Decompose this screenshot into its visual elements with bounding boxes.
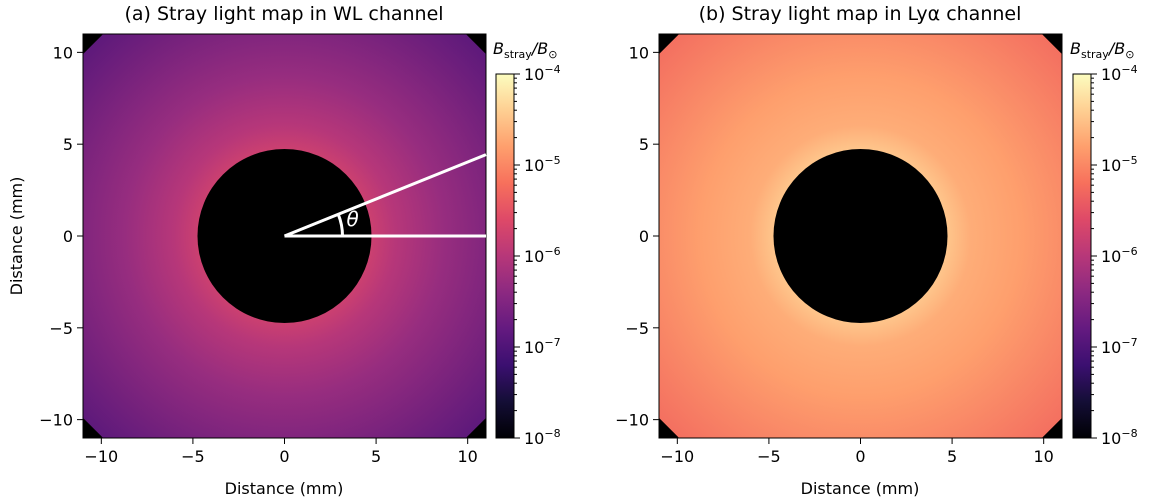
x-tick-label: 0 <box>855 447 865 466</box>
panel-a-y-axis-label: Distance (mm) <box>7 177 26 296</box>
colorbar-tick-label: 10−8 <box>1101 427 1138 448</box>
x-tick-label: 5 <box>371 447 381 466</box>
panel-a-x-axis: −10 −5 0 5 10 <box>84 438 478 466</box>
panel-b: (b) Stray light map in Lyα channel −10 −5… <box>615 3 1137 498</box>
y-tick-label: 5 <box>639 135 649 154</box>
x-tick-label: 10 <box>458 447 478 466</box>
panel-b-colorbar-gradient <box>1072 73 1092 439</box>
y-tick-label: −5 <box>625 319 649 338</box>
colorbar-label-stray: stray <box>504 48 532 61</box>
colorbar-tick-base: 10 <box>1101 156 1121 175</box>
panel-a: (a) Stray light map in WL channel θ −10−… <box>7 3 561 498</box>
panel-b-x-axis-label: Distance (mm) <box>801 479 920 498</box>
panel-a-title: (a) Stray light map in WL channel <box>124 3 443 25</box>
panel-a-angle-annotation: θ <box>283 153 487 238</box>
panel-a-angle-arc <box>336 213 344 237</box>
panel-a-colorbar: Bstray/B⊙ 10−410−510−610−710−8 <box>493 39 561 448</box>
colorbar-tick-base: 10 <box>1101 429 1121 448</box>
colorbar-tick-exponent: −6 <box>1121 245 1137 258</box>
x-tick-label: −5 <box>757 447 781 466</box>
y-tick-label: 10 <box>53 43 73 62</box>
panel-b-colorbar-label: Bstray/B⊙ <box>1070 39 1134 61</box>
colorbar-tick-exponent: −8 <box>1121 427 1137 440</box>
colorbar-tick-exponent: −5 <box>544 154 560 167</box>
panel-a-angle-ray <box>283 153 487 238</box>
panel-a-colorbar-gradient <box>495 73 515 439</box>
colorbar-tick-label: 10−7 <box>1101 336 1138 357</box>
panel-a-x-axis-label: Distance (mm) <box>225 479 344 498</box>
colorbar-label-over-b: /B <box>1107 39 1125 58</box>
x-tick-label: 0 <box>279 447 289 466</box>
colorbar-tick-label: 10−8 <box>524 427 561 448</box>
y-tick-label: −10 <box>615 411 649 430</box>
colorbar-tick-exponent: −5 <box>1121 154 1137 167</box>
colorbar-tick-base: 10 <box>1101 338 1121 357</box>
colorbar-tick-base: 10 <box>524 65 544 84</box>
panel-b-y-axis: −10 −5 0 5 10 <box>615 43 659 430</box>
y-tick-label: 10 <box>629 43 649 62</box>
colorbar-label-sun: ⊙ <box>1125 48 1134 61</box>
panel-b-colorbar: Bstray/B⊙ 10−410−510−610−710−8 <box>1070 39 1138 448</box>
x-tick-label: −5 <box>181 447 205 466</box>
y-tick-label: −5 <box>49 319 73 338</box>
panel-b-title: (b) Stray light map in Lyα channel <box>699 3 1022 25</box>
colorbar-tick-label: 10−7 <box>524 336 561 357</box>
colorbar-tick-base: 10 <box>524 429 544 448</box>
colorbar-tick-base: 10 <box>524 156 544 175</box>
colorbar-tick-exponent: −8 <box>544 427 560 440</box>
panel-b-x-axis: −10 −5 0 5 10 <box>660 438 1054 466</box>
colorbar-tick-base: 10 <box>524 338 544 357</box>
x-tick-label: 10 <box>1034 447 1054 466</box>
y-tick-label: 5 <box>63 135 73 154</box>
colorbar-label-sun: ⊙ <box>548 48 557 61</box>
y-tick-label: 0 <box>639 227 649 246</box>
colorbar-tick-label: 10−5 <box>524 154 561 175</box>
colorbar-tick-exponent: −4 <box>1121 63 1137 76</box>
colorbar-tick-label: 10−6 <box>524 245 561 266</box>
panel-b-colorbar-ticks: 10−410−510−610−710−8 <box>1091 63 1138 448</box>
panel-a-y-axis: −10 −5 0 5 10 <box>39 43 83 430</box>
y-tick-label: 0 <box>63 227 73 246</box>
colorbar-tick-label: 10−6 <box>1101 245 1138 266</box>
y-tick-label: −10 <box>39 411 73 430</box>
panel-a-theta-label: θ <box>347 207 359 231</box>
panel-a-colorbar-ticks: 10−410−510−610−710−8 <box>514 63 561 448</box>
colorbar-label-stray: stray <box>1081 48 1109 61</box>
colorbar-tick-base: 10 <box>1101 247 1121 266</box>
panel-b-occulter-disk <box>773 148 948 324</box>
panel-a-colorbar-label: Bstray/B⊙ <box>493 39 557 61</box>
colorbar-tick-label: 10−5 <box>1101 154 1138 175</box>
colorbar-tick-exponent: −7 <box>1121 336 1137 349</box>
colorbar-label-b: B <box>1070 39 1081 58</box>
colorbar-tick-label: 10−4 <box>524 63 561 84</box>
x-tick-label: 5 <box>947 447 957 466</box>
colorbar-tick-exponent: −6 <box>544 245 560 258</box>
x-tick-label: −10 <box>84 447 118 466</box>
colorbar-tick-exponent: −4 <box>544 63 560 76</box>
colorbar-tick-base: 10 <box>524 247 544 266</box>
colorbar-tick-exponent: −7 <box>544 336 560 349</box>
colorbar-tick-label: 10−4 <box>1101 63 1138 84</box>
colorbar-tick-base: 10 <box>1101 65 1121 84</box>
x-tick-label: −10 <box>660 447 694 466</box>
colorbar-label-b: B <box>493 39 504 58</box>
colorbar-label-over-b: /B <box>530 39 548 58</box>
